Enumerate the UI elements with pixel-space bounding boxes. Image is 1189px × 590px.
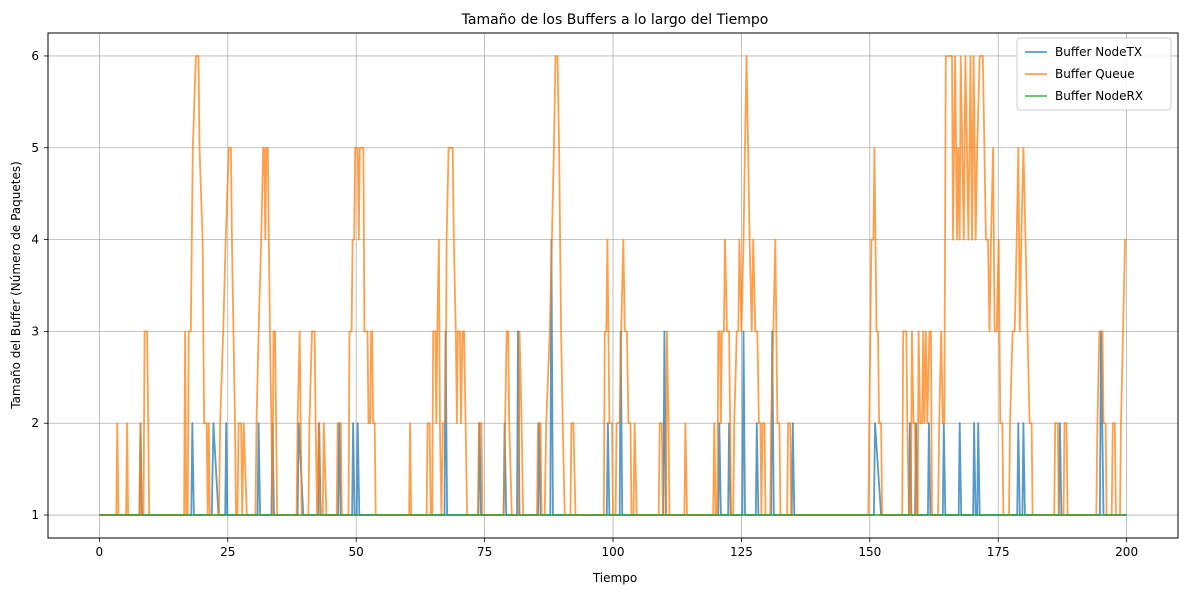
plot-area: 0 25 50 75 100 125 150 175 200 1 2 3 4 5 6 (31, 32, 1179, 559)
x-axis-label: Tiempo (592, 571, 637, 585)
legend-label: Buffer NodeTX (1055, 45, 1142, 59)
y-axis-ticks: 1 2 3 4 5 6 (31, 49, 48, 522)
x-tick-label: 0 (96, 545, 104, 559)
y-tick-label: 2 (31, 416, 39, 430)
legend-label: Buffer Queue (1055, 67, 1135, 81)
chart-title: Tamaño de los Buffers a lo largo del Tie… (461, 12, 769, 28)
y-tick-label: 1 (31, 508, 39, 522)
x-axis-ticks: 0 25 50 75 100 125 150 175 200 (96, 538, 1138, 559)
x-tick-label: 175 (987, 545, 1010, 559)
x-tick-label: 200 (1115, 545, 1138, 559)
y-tick-label: 6 (31, 49, 39, 63)
x-tick-label: 125 (730, 545, 753, 559)
x-tick-label: 50 (349, 545, 364, 559)
y-tick-label: 4 (31, 233, 39, 247)
x-tick-label: 75 (477, 545, 492, 559)
y-axis-label: Tamaño del Buffer (Número de Paquetes) (9, 161, 23, 410)
series-layer (99, 55, 1127, 516)
x-tick-label: 100 (602, 545, 625, 559)
legend-box (1016, 37, 1172, 111)
x-tick-label: 150 (858, 545, 881, 559)
legend-label: Buffer NodeRX (1055, 89, 1143, 103)
y-tick-label: 3 (31, 324, 39, 338)
y-tick-label: 5 (31, 141, 39, 155)
x-tick-label: 25 (220, 545, 235, 559)
series-line-buffer-queue (99, 55, 1127, 516)
legend: Buffer NodeTX Buffer Queue Buffer NodeRX (1016, 37, 1172, 111)
